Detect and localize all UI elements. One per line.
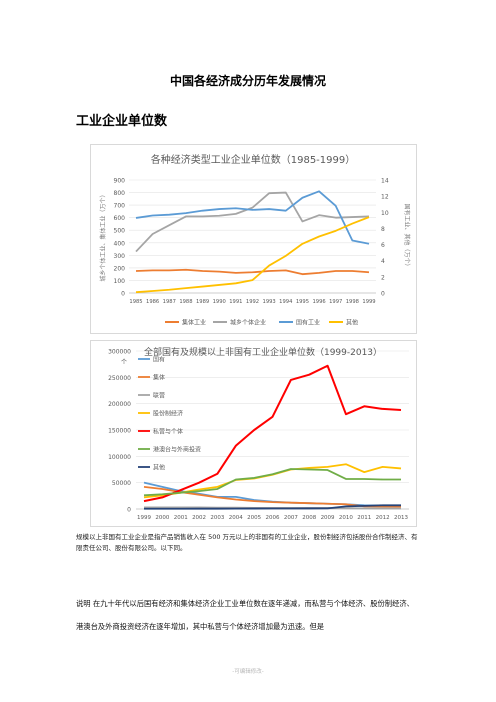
chart1-ytick-left: 600 — [114, 215, 126, 222]
chart1-ylabel-left: 城乡个体工业、集体工业（万个） — [99, 191, 107, 281]
chart1-legend-label: 其他 — [346, 319, 358, 327]
chart1-xtick: 1985 — [129, 299, 142, 305]
chart2-xtick: 1999 — [137, 515, 151, 521]
chart2-xtick: 2008 — [302, 515, 316, 521]
chart1-ytick-right: 0 — [381, 291, 385, 298]
chart1-xtick: 1990 — [213, 299, 226, 305]
chart1-legend-label: 国有工业 — [296, 319, 320, 327]
chart2-legend-label: 私营与个体 — [153, 427, 183, 435]
chart1-xtick: 1999 — [362, 299, 375, 305]
chart1-ytick-left: 500 — [114, 228, 126, 235]
chart1-xtick: 1997 — [329, 299, 342, 305]
chart2-legend-label: 股份制经济 — [153, 409, 183, 417]
chart2-ytick: 0 — [127, 507, 131, 514]
chart1-xtick: 1992 — [246, 299, 259, 305]
chart2-xtick: 2013 — [394, 515, 408, 521]
chart1-xtick: 1991 — [229, 299, 242, 305]
chart2-xtick: 2012 — [376, 515, 390, 521]
chart1-ytick-left: 300 — [114, 253, 126, 260]
section-heading: 工业企业单位数 — [76, 114, 168, 129]
chart1-ytick-right: 2 — [381, 274, 385, 281]
chart2-xtick: 2001 — [174, 515, 188, 521]
chart1-ytick-right: 8 — [381, 226, 385, 233]
chart2-series-line-4 — [143, 364, 402, 503]
chart1-series-line-1 — [135, 191, 370, 253]
chart2-legend-label: 集体 — [153, 373, 165, 381]
chart2-xtick: 2007 — [284, 515, 298, 521]
chart2-ytick: 150000 — [108, 428, 131, 435]
chart1-ylabel-right: 国有工业、其他（万个） — [403, 203, 411, 269]
chart1-xtick: 1998 — [346, 299, 359, 305]
chart1-ytick-left: 0 — [121, 291, 125, 298]
chart1-series-line-0 — [135, 268, 370, 276]
chart1-xtick: 1989 — [196, 299, 209, 305]
chart1-ytick-left: 800 — [114, 190, 126, 197]
chart2-xtick: 2003 — [210, 515, 224, 521]
chart1-ytick-right: 6 — [381, 242, 385, 249]
chart2-ytick: 250000 — [108, 375, 131, 382]
chart1-ytick-left: 400 — [114, 240, 126, 247]
chart2-xtick: 2000 — [155, 515, 169, 521]
chart2-legend-label: 港澳台与外商投资 — [153, 445, 201, 453]
chart1-xtick: 1996 — [312, 299, 325, 305]
chart1-legend-label: 集体工业 — [182, 319, 206, 327]
chart1-xtick: 1987 — [163, 299, 176, 305]
explanation-paragraph: 说明 在九十年代以后国有经济和集体经济企业工业单位数在逐年递减，而私营与个体经济… — [76, 599, 414, 631]
chart1-ytick-left: 700 — [114, 203, 126, 210]
chart1-ytick-right: 14 — [381, 178, 389, 185]
chart1-ytick-right: 10 — [381, 210, 389, 217]
chart2-xtick: 2004 — [229, 515, 243, 521]
chart-enterprise-counts-1999-2013: 0 50000 100000 150000 200000 250000 300000 个 199… — [90, 340, 417, 527]
chart2-xtick: 2002 — [192, 515, 206, 521]
chart2-xtick: 2005 — [247, 515, 261, 521]
chart2-xtick: 2009 — [321, 515, 335, 521]
chart2-ytick: 50000 — [112, 480, 131, 487]
chart2-legend-label: 其他 — [153, 463, 165, 471]
chart2-title: 全部国有及规模以上非国有工业企业单位数（1999-2013） — [144, 346, 382, 358]
chart2-ytick: 100000 — [108, 454, 131, 461]
chart1-xtick: 1988 — [179, 299, 192, 305]
chart2-legend-label: 国有 — [153, 355, 165, 363]
chart1-ytick-right: 12 — [381, 194, 389, 201]
chart2-xtick: 2006 — [266, 515, 280, 521]
document-title: 中国各经济成分历年发展情况 — [169, 74, 326, 88]
chart2-xtick: 2010 — [339, 515, 353, 521]
chart1-legend-label: 城乡个体企业 — [230, 319, 266, 327]
chart1-title: 各种经济类型工业企业单位数（1985-1999） — [151, 153, 356, 166]
chart2-series-line-6 — [144, 504, 401, 510]
chart2-legend-label: 联营 — [153, 391, 165, 399]
chart-note: 规模以上非国有工业企业是指产品销售收入在 500 万元以上的非国有的工业企业，股… — [76, 533, 418, 552]
chart1-xtick: 1994 — [279, 299, 293, 305]
chart1-ytick-right: 4 — [381, 258, 385, 265]
chart1-xtick: 1995 — [296, 299, 309, 305]
chart1-series-line-2 — [135, 190, 370, 245]
chart1-xtick: 1986 — [146, 299, 159, 305]
chart2-svg: 0 50000 100000 150000 200000 250000 300000 个 199… — [108, 346, 409, 521]
chart1-ytick-left: 900 — [114, 178, 126, 185]
page-footer: -可编辑修改- — [232, 669, 264, 675]
chart1-series-line-3 — [135, 216, 370, 294]
chart1-xtick: 1993 — [263, 299, 276, 305]
chart-enterprise-counts-1985-1999: 各种经济类型工业企业单位数（1985-1999） 0 100 200 300 400 500… — [90, 144, 417, 334]
chart2-xtick: 2011 — [357, 515, 371, 521]
chart2-series-line-5 — [143, 468, 401, 497]
chart1-svg: 各种经济类型工业企业单位数（1985-1999）0100200300400500… — [99, 153, 411, 327]
chart1-ytick-left: 200 — [114, 265, 126, 272]
chart1-ytick-left: 100 — [114, 278, 126, 285]
chart2-ytick: 300000 — [108, 349, 131, 356]
chart2-yunit: 个 — [121, 359, 127, 366]
chart2-ytick: 200000 — [108, 401, 131, 408]
